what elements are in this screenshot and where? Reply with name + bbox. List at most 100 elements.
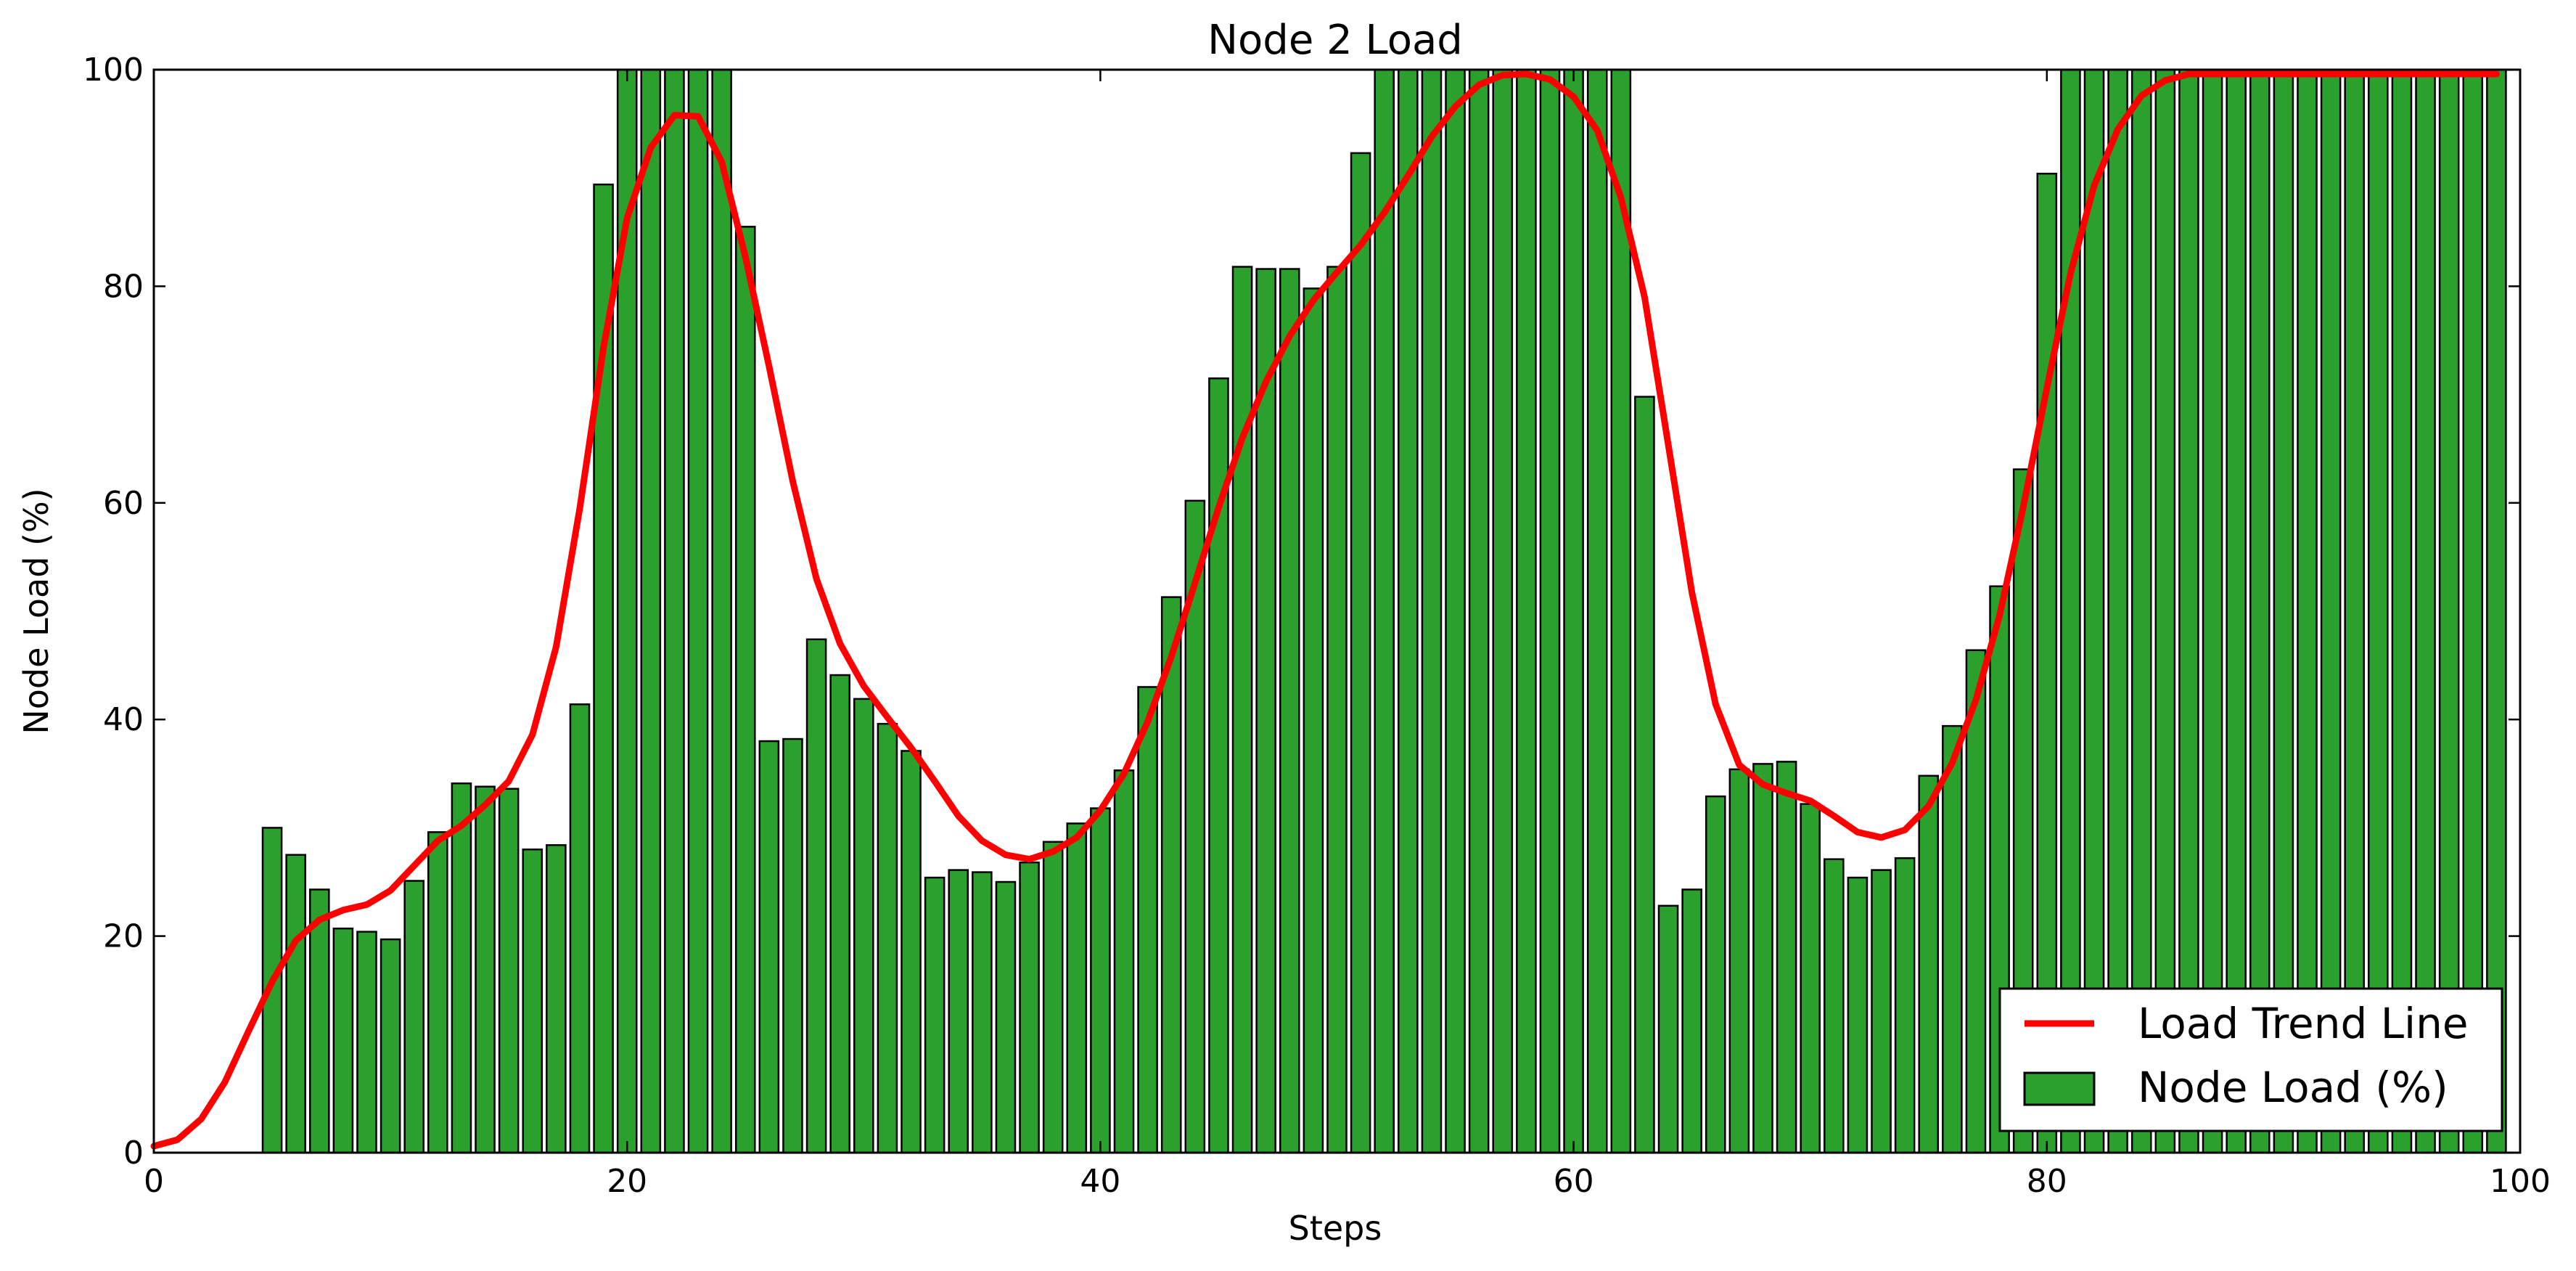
x-tick-label: 60	[1554, 1163, 1594, 1200]
bar	[1586, 68, 1608, 1154]
bar	[1066, 822, 1088, 1154]
bar	[475, 785, 496, 1154]
bar	[948, 869, 969, 1154]
bar	[1847, 876, 1869, 1154]
bar	[1516, 68, 1537, 1154]
bar	[2391, 68, 2413, 1154]
x-axis-label: Steps	[1289, 1209, 1382, 1248]
y-tick-label: 100	[83, 52, 144, 89]
bar	[285, 854, 306, 1154]
legend-swatch-node-load	[2023, 1071, 2096, 1106]
y-tick-label: 20	[103, 918, 144, 955]
bar	[522, 848, 543, 1154]
bar	[498, 788, 520, 1154]
bar	[380, 938, 401, 1154]
trend-line-layer	[150, 70, 2500, 1150]
bar	[805, 638, 827, 1154]
bar	[1965, 649, 1987, 1154]
bar	[1492, 68, 1514, 1154]
legend-box	[1998, 987, 2503, 1132]
bar	[1231, 266, 1253, 1154]
bar	[356, 931, 377, 1154]
bar	[332, 927, 354, 1154]
bar	[1160, 596, 1182, 1154]
bar	[1042, 841, 1064, 1154]
bar	[901, 750, 922, 1154]
bar	[1894, 857, 1916, 1154]
bar	[2344, 68, 2366, 1154]
bar	[640, 68, 662, 1154]
legend-label-node-load: Node Load (%)	[2138, 1063, 2448, 1112]
bar	[1468, 68, 1490, 1154]
y-tick-label: 40	[103, 701, 144, 738]
bar	[1942, 724, 1963, 1154]
bar	[2154, 68, 2176, 1154]
trend-line	[150, 70, 2500, 1150]
bar	[2226, 68, 2247, 1154]
bar	[1326, 266, 1348, 1154]
bar	[451, 782, 472, 1154]
bar	[2130, 68, 2152, 1154]
bar	[1657, 904, 1679, 1154]
x-axis-ticks: 0 20 40 60 80 100	[144, 70, 2551, 1200]
bar	[1113, 769, 1135, 1154]
bar	[1728, 768, 1750, 1154]
legend-label-trend-line: Load Trend Line	[2138, 999, 2469, 1048]
x-tick-label: 100	[2490, 1163, 2551, 1200]
bar	[1705, 795, 1726, 1154]
bar	[734, 226, 756, 1154]
bar	[782, 737, 803, 1154]
bar	[1918, 775, 1940, 1154]
bar	[1776, 761, 1797, 1154]
bar	[2486, 68, 2507, 1154]
bar	[1279, 268, 1300, 1154]
bars-layer	[261, 68, 2507, 1154]
bar	[1374, 68, 1395, 1154]
bar	[546, 844, 567, 1154]
bar	[1563, 68, 1584, 1154]
bar	[1681, 888, 1702, 1154]
bar	[1398, 68, 1419, 1154]
x-tick-label: 20	[607, 1163, 647, 1200]
bar	[758, 740, 780, 1154]
bar	[664, 68, 685, 1154]
x-tick-label: 0	[144, 1163, 164, 1200]
bar	[1421, 68, 1443, 1154]
bar	[1255, 268, 1276, 1154]
plot-frame	[152, 68, 2522, 1154]
chart-title: Node 2 Load	[1207, 17, 1463, 64]
bar	[1350, 152, 1371, 1154]
y-axis-label: Node Load (%)	[17, 488, 56, 734]
bar	[1634, 396, 1655, 1154]
bar	[569, 703, 591, 1154]
bar	[2297, 68, 2318, 1154]
bar	[924, 876, 946, 1154]
bar	[1800, 803, 1821, 1154]
y-tick-label: 0	[123, 1135, 144, 1172]
x-tick-label: 40	[1080, 1163, 1120, 1200]
bar	[1019, 861, 1040, 1154]
y-axis-ticks: 0 20 40 60 80 100	[83, 52, 2520, 1172]
bar	[427, 831, 448, 1154]
y-tick-label: 60	[103, 485, 144, 522]
bar	[972, 871, 993, 1154]
bar	[1445, 68, 1466, 1154]
bar	[829, 674, 850, 1154]
bar	[711, 68, 732, 1154]
bar	[853, 698, 874, 1154]
bar	[1752, 763, 1773, 1154]
bar	[687, 68, 709, 1154]
bar	[1824, 858, 1845, 1154]
bar	[1539, 68, 1561, 1154]
y-tick-label: 80	[103, 268, 144, 305]
bar	[995, 880, 1017, 1154]
bar	[1871, 869, 1892, 1154]
bar	[877, 722, 898, 1154]
legend: Load Trend Line Node Load (%)	[1998, 987, 2503, 1132]
bar	[1137, 686, 1158, 1154]
bar	[1303, 287, 1324, 1154]
x-tick-label: 80	[2027, 1163, 2067, 1200]
bar	[403, 880, 425, 1154]
bar	[1090, 807, 1111, 1154]
